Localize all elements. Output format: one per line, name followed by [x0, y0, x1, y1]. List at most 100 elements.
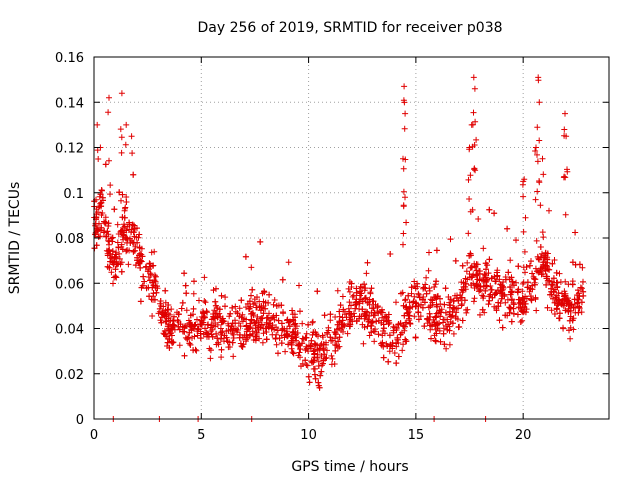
data-point	[371, 338, 378, 345]
data-point	[491, 210, 498, 217]
data-point	[348, 311, 355, 318]
data-point	[149, 313, 156, 319]
data-point	[537, 202, 544, 209]
data-point	[118, 268, 125, 275]
data-point	[235, 320, 242, 327]
data-points	[91, 74, 587, 422]
data-point	[444, 316, 451, 323]
data-point	[492, 291, 498, 298]
data-point	[402, 110, 409, 117]
data-point	[174, 317, 181, 324]
data-point	[273, 312, 280, 319]
data-point	[130, 229, 137, 236]
data-point	[447, 302, 454, 309]
data-point	[415, 309, 422, 316]
data-point	[194, 316, 200, 323]
data-point	[465, 176, 472, 183]
data-point	[371, 309, 378, 316]
data-point	[212, 298, 219, 305]
data-point	[534, 124, 541, 131]
data-point	[296, 341, 303, 348]
data-point	[275, 317, 282, 324]
data-point	[164, 339, 171, 346]
data-point	[360, 340, 367, 347]
data-point	[148, 271, 154, 278]
data-point	[361, 324, 368, 331]
data-point	[375, 331, 382, 338]
data-point	[395, 353, 402, 360]
data-point	[344, 330, 351, 337]
data-point	[343, 314, 350, 321]
data-point	[197, 321, 204, 327]
data-point	[499, 324, 506, 331]
data-point	[471, 85, 478, 92]
data-point	[461, 297, 468, 304]
data-point	[442, 309, 449, 316]
data-point	[409, 303, 416, 310]
data-point	[241, 315, 247, 322]
data-point	[542, 267, 549, 274]
data-point	[579, 285, 585, 292]
data-point	[261, 288, 267, 295]
data-point	[191, 333, 198, 340]
data-point	[141, 278, 148, 285]
x-tick-label: 0	[90, 428, 98, 443]
data-point	[104, 228, 111, 235]
data-point	[211, 315, 218, 322]
data-point	[477, 286, 484, 293]
data-point	[334, 287, 341, 294]
data-point	[260, 310, 267, 317]
data-point	[164, 306, 171, 313]
data-point	[393, 299, 399, 306]
data-point	[249, 286, 256, 293]
data-point	[139, 282, 146, 289]
data-point	[445, 321, 452, 328]
data-point	[273, 341, 280, 348]
data-point	[116, 255, 123, 262]
data-point	[400, 155, 406, 162]
data-point	[260, 330, 267, 337]
data-point	[311, 371, 318, 378]
data-point	[230, 353, 237, 360]
data-point	[526, 262, 533, 269]
data-point	[433, 330, 440, 337]
data-point	[266, 317, 272, 323]
data-point	[284, 332, 291, 339]
data-point	[508, 318, 515, 325]
data-point	[357, 283, 364, 290]
data-point	[533, 237, 540, 244]
data-point	[580, 278, 586, 285]
data-point	[257, 238, 264, 245]
data-point	[202, 325, 208, 332]
data-point	[547, 291, 553, 298]
data-point	[132, 243, 139, 250]
data-point	[470, 74, 477, 81]
data-point	[440, 325, 447, 332]
data-point	[553, 306, 560, 313]
axis-ticks	[93, 56, 609, 420]
data-point	[186, 319, 193, 326]
data-point	[514, 311, 521, 318]
data-point	[432, 337, 439, 344]
data-point	[263, 336, 270, 343]
data-point	[129, 239, 136, 246]
data-point	[572, 229, 579, 236]
data-point	[466, 146, 473, 153]
data-point	[496, 317, 503, 324]
data-point	[535, 77, 542, 84]
data-point	[282, 348, 289, 355]
data-point	[239, 311, 246, 318]
data-point	[486, 206, 493, 213]
data-point	[574, 300, 581, 307]
data-point	[513, 237, 519, 244]
data-point	[112, 253, 119, 260]
data-point	[251, 300, 258, 306]
data-point	[454, 292, 460, 299]
data-point	[334, 321, 341, 328]
data-point	[441, 341, 448, 348]
y-tick-label: 0.1	[63, 187, 84, 202]
data-point	[567, 313, 574, 320]
data-point	[187, 312, 194, 319]
data-point	[345, 305, 352, 312]
data-point	[217, 335, 224, 342]
